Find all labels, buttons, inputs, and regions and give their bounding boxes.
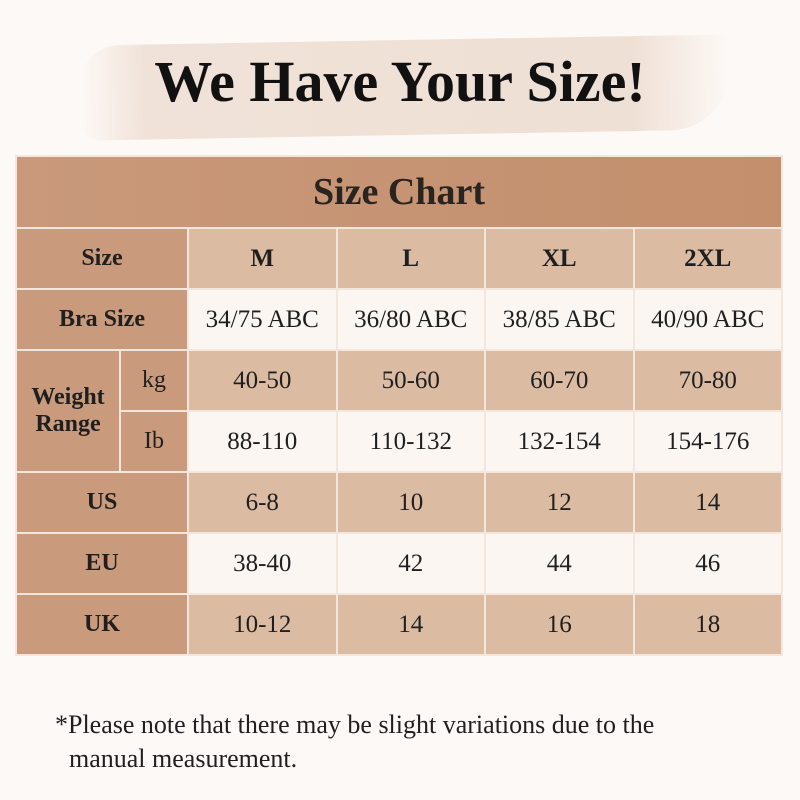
table-row-lb: Ib 88-110 110-132 132-154 154-176: [16, 410, 783, 473]
cell: 36/80 ABC: [335, 288, 486, 351]
size-chart-table: Size Chart Size M L XL 2XL Bra Size 34/7…: [15, 155, 783, 656]
cell: 14: [335, 593, 486, 656]
cell: 10: [335, 471, 486, 534]
row-label-weight: Weight Range: [15, 349, 121, 473]
cell: 40-50: [187, 349, 338, 412]
table-row-size: Size M L XL 2XL: [15, 227, 783, 290]
row-label: Size: [15, 227, 189, 290]
cell: 16: [484, 593, 635, 656]
weight-label: Weight: [31, 384, 105, 410]
cell: 10-12: [187, 593, 338, 656]
table-row-bra: Bra Size 34/75 ABC 36/80 ABC 38/85 ABC 4…: [15, 288, 783, 351]
row-label: Bra Size: [15, 288, 189, 351]
headline: We Have Your Size!: [154, 49, 646, 114]
cell: 40/90 ABC: [632, 288, 783, 351]
measurement-note: *Please note that there may be slight va…: [55, 708, 654, 776]
row-label: US: [15, 471, 189, 534]
cell: 154-176: [632, 410, 783, 473]
unit-label: kg: [119, 349, 189, 412]
row-label: UK: [15, 593, 189, 656]
cell: 88-110: [187, 410, 338, 473]
cell: 44: [484, 532, 635, 595]
table-row-kg: Weight Range kg 40-50 50-60 60-70 70-80: [15, 349, 783, 473]
cell: 50-60: [335, 349, 486, 412]
cell: 46: [632, 532, 783, 595]
cell: 12: [484, 471, 635, 534]
cell: 60-70: [484, 349, 635, 412]
size-header: 2XL: [632, 227, 783, 290]
cell: 42: [335, 532, 486, 595]
cell: 6-8: [187, 471, 338, 534]
size-header: M: [187, 227, 338, 290]
cell: 14: [632, 471, 783, 534]
cell: 70-80: [632, 349, 783, 412]
table-row-eu: EU 38-40 42 44 46: [15, 532, 783, 595]
cell: 38-40: [187, 532, 338, 595]
row-label: EU: [15, 532, 189, 595]
table-row-uk: UK 10-12 14 16 18: [15, 593, 783, 656]
note-line-1: *Please note that there may be slight va…: [55, 710, 655, 739]
note-line-2: manual measurement.: [69, 744, 298, 773]
cell: 34/75 ABC: [187, 288, 338, 351]
unit-label: Ib: [119, 410, 189, 473]
table-row-us: US 6-8 10 12 14: [15, 471, 783, 534]
cell: 132-154: [484, 410, 635, 473]
table-title: Size Chart: [15, 155, 783, 229]
cell: 38/85 ABC: [484, 288, 635, 351]
range-label: Range: [35, 411, 101, 437]
size-header: L: [335, 227, 486, 290]
cell: 18: [632, 593, 783, 656]
cell: 110-132: [335, 410, 486, 473]
size-header: XL: [484, 227, 635, 290]
